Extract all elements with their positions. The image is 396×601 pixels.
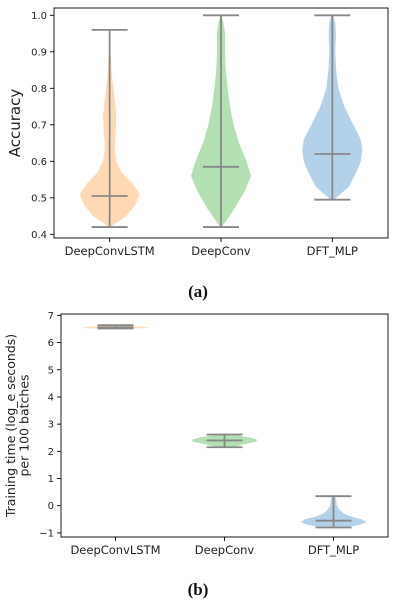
x-tick-label-deepconv: DeepConv: [191, 244, 251, 258]
y-tick-label: 0.8: [31, 84, 47, 95]
x-tick-label-dft-mlp: DFT_MLP: [308, 543, 359, 557]
x-tick-label-deepconvlstm: DeepConvLSTM: [65, 244, 155, 258]
y-axis-label: Training time (log_e seconds)per 100 bat…: [3, 334, 32, 518]
y-tick-label: 6: [48, 338, 54, 349]
y-tick-label: 4: [48, 392, 54, 403]
y-tick-label: 1: [48, 474, 54, 485]
plot-frame: [60, 313, 389, 538]
y-tick-label: 3: [48, 420, 54, 431]
y-tick-label: 0.9: [31, 47, 47, 58]
caption-b: (b): [187, 580, 209, 599]
y-tick-label: 0: [48, 501, 54, 512]
y-tick-label: 0.6: [31, 157, 47, 168]
y-tick-label: 1.0: [31, 11, 47, 22]
chart-a: 0.4 0.5 0.6 0.7 0.8 0.9 1.0 DeepConvLSTM DeepCon…: [6, 7, 389, 258]
y-tick-label: 7: [48, 311, 54, 322]
y-tick-label: −1: [39, 528, 54, 539]
x-tick-label-deepconvlstm: DeepConvLSTM: [70, 543, 160, 557]
x-tick-label-deepconv: DeepConv: [195, 543, 255, 557]
y-tick-label: 5: [48, 365, 54, 376]
y-tick-label: 0.7: [31, 120, 47, 131]
chart-b: −1 0 1 2 3 4 5 6 7 DeepConvLSTM DeepConv DFT_MLP Tra…: [3, 311, 389, 557]
y-tick-label: 2: [48, 447, 54, 458]
y-tick-label: 0.5: [31, 193, 47, 204]
y-axis-label: Accuracy: [6, 89, 24, 158]
caption-a: (a): [188, 282, 208, 301]
y-tick-label: 0.4: [31, 230, 47, 241]
x-tick-label-dft-mlp: DFT_MLP: [307, 244, 358, 258]
